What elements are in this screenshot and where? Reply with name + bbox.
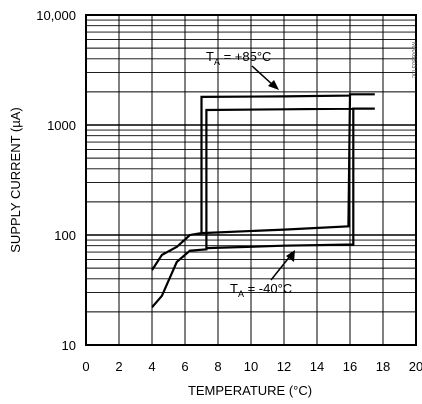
x-axis-label: TEMPERATURE (°C) — [188, 383, 312, 398]
x-tick-label: 20 — [409, 359, 422, 374]
x-tick-label: 4 — [148, 359, 155, 374]
annotation-85c-arrow — [251, 65, 275, 87]
annotation-40c-arrowhead — [286, 250, 295, 262]
x-tick-label: 8 — [214, 359, 221, 374]
annotation-40c-arrow — [270, 254, 292, 281]
y-tick-label: 1000 — [47, 118, 76, 133]
y-axis-label: SUPPLY CURRENT (µA) — [8, 107, 23, 252]
series-line-minus40c — [151, 107, 375, 309]
chart-side-id: MAX6503 toc — [410, 42, 416, 78]
y-tick-label: 10,000 — [36, 8, 76, 23]
series-lines — [151, 93, 375, 309]
annotation-85c-arrowhead — [268, 80, 279, 90]
y-tick-label: 100 — [54, 228, 76, 243]
x-tick-label: 10 — [244, 359, 258, 374]
x-tick-label: 18 — [376, 359, 390, 374]
annotation-40c-label: TA = -40°C — [230, 281, 292, 299]
x-tick-label: 16 — [343, 359, 357, 374]
annotation-85c-label: TA = +85°C — [206, 49, 271, 67]
annotation-40c: TA = -40°C — [230, 250, 295, 299]
x-tick-label: 0 — [82, 359, 89, 374]
annotation-85c: TA = +85°C — [206, 49, 279, 90]
x-tick-labels: 0 2 4 6 8 10 12 14 16 18 20 — [82, 359, 422, 374]
plot-frame — [85, 14, 417, 346]
x-tick-label: 2 — [115, 359, 122, 374]
x-tick-label: 12 — [277, 359, 291, 374]
series-line-85c — [151, 93, 375, 271]
x-tick-label: 6 — [181, 359, 188, 374]
x-tick-label: 14 — [310, 359, 324, 374]
y-tick-label: 10 — [62, 338, 76, 353]
y-tick-labels: 10 100 1000 10,000 — [36, 8, 76, 353]
